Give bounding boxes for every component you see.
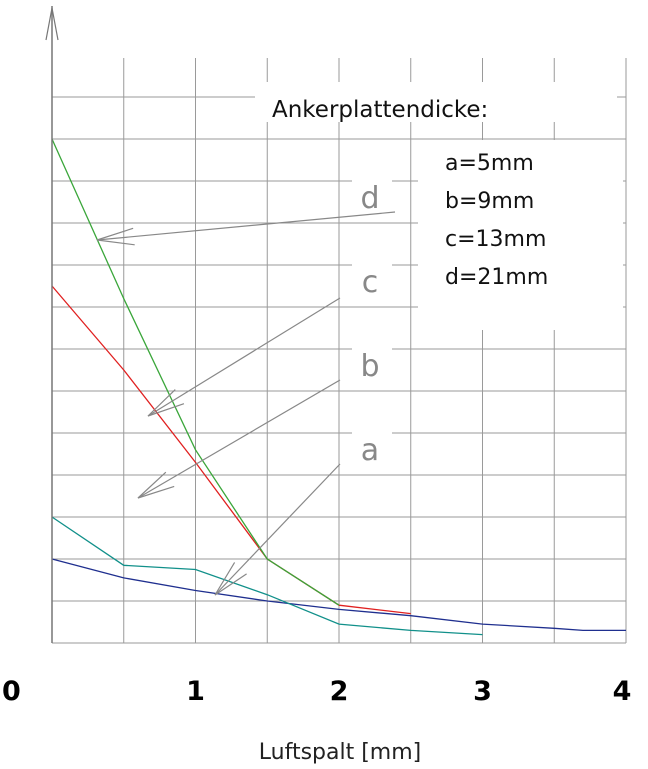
callout-d-arrowhead: [96, 227, 135, 246]
legend-items-bg: [418, 140, 623, 330]
axes: [45, 6, 59, 643]
series-d-line: [51, 138, 340, 606]
callout-d-bg: [352, 178, 392, 216]
callout-a: a: [361, 433, 379, 468]
x-tick-0: 0: [2, 676, 21, 707]
callout-b-bg: [352, 346, 392, 384]
callout-a-leader: [214, 463, 341, 596]
series-c-line: [51, 285, 411, 615]
x-tick-3: 3: [473, 676, 492, 707]
callout-b-arrowhead: [137, 471, 175, 499]
legend-item-d: d=21mm: [445, 265, 548, 290]
legend: Ankerplattendicke: a=5mm b=9mm c=13mm d=…: [255, 82, 623, 330]
y-axis-arrow: [45, 7, 59, 41]
callout-b: b: [360, 349, 379, 384]
x-axis-label: Luftspalt [mm]: [259, 740, 421, 765]
callout-a-arrowhead: [214, 562, 247, 596]
callout-c-bg: [352, 262, 392, 300]
callout-a-bg: [352, 430, 392, 468]
callout-c: c: [362, 265, 379, 300]
series-a-line: [51, 558, 626, 632]
callout-c-arrowhead: [147, 389, 185, 417]
x-tick-2: 2: [330, 676, 349, 707]
x-tick-1: 1: [186, 676, 205, 707]
callout-b-leader: [137, 379, 341, 499]
legend-item-c: c=13mm: [445, 227, 546, 252]
series-b-line: [51, 516, 483, 636]
callout-d-leader: [96, 211, 396, 241]
legend-title-bg: [255, 82, 617, 122]
legend-title: Ankerplattendicke:: [272, 97, 488, 123]
curves: [51, 138, 626, 636]
callout-c-leader: [147, 297, 341, 417]
x-tick-4: 4: [613, 676, 632, 707]
callout-d: d: [360, 181, 379, 216]
legend-item-a: a=5mm: [445, 151, 534, 176]
callouts: d c b a: [96, 178, 396, 596]
legend-item-b: b=9mm: [445, 189, 534, 214]
x-tick-labels: 0 1 2 3 4: [2, 676, 631, 707]
